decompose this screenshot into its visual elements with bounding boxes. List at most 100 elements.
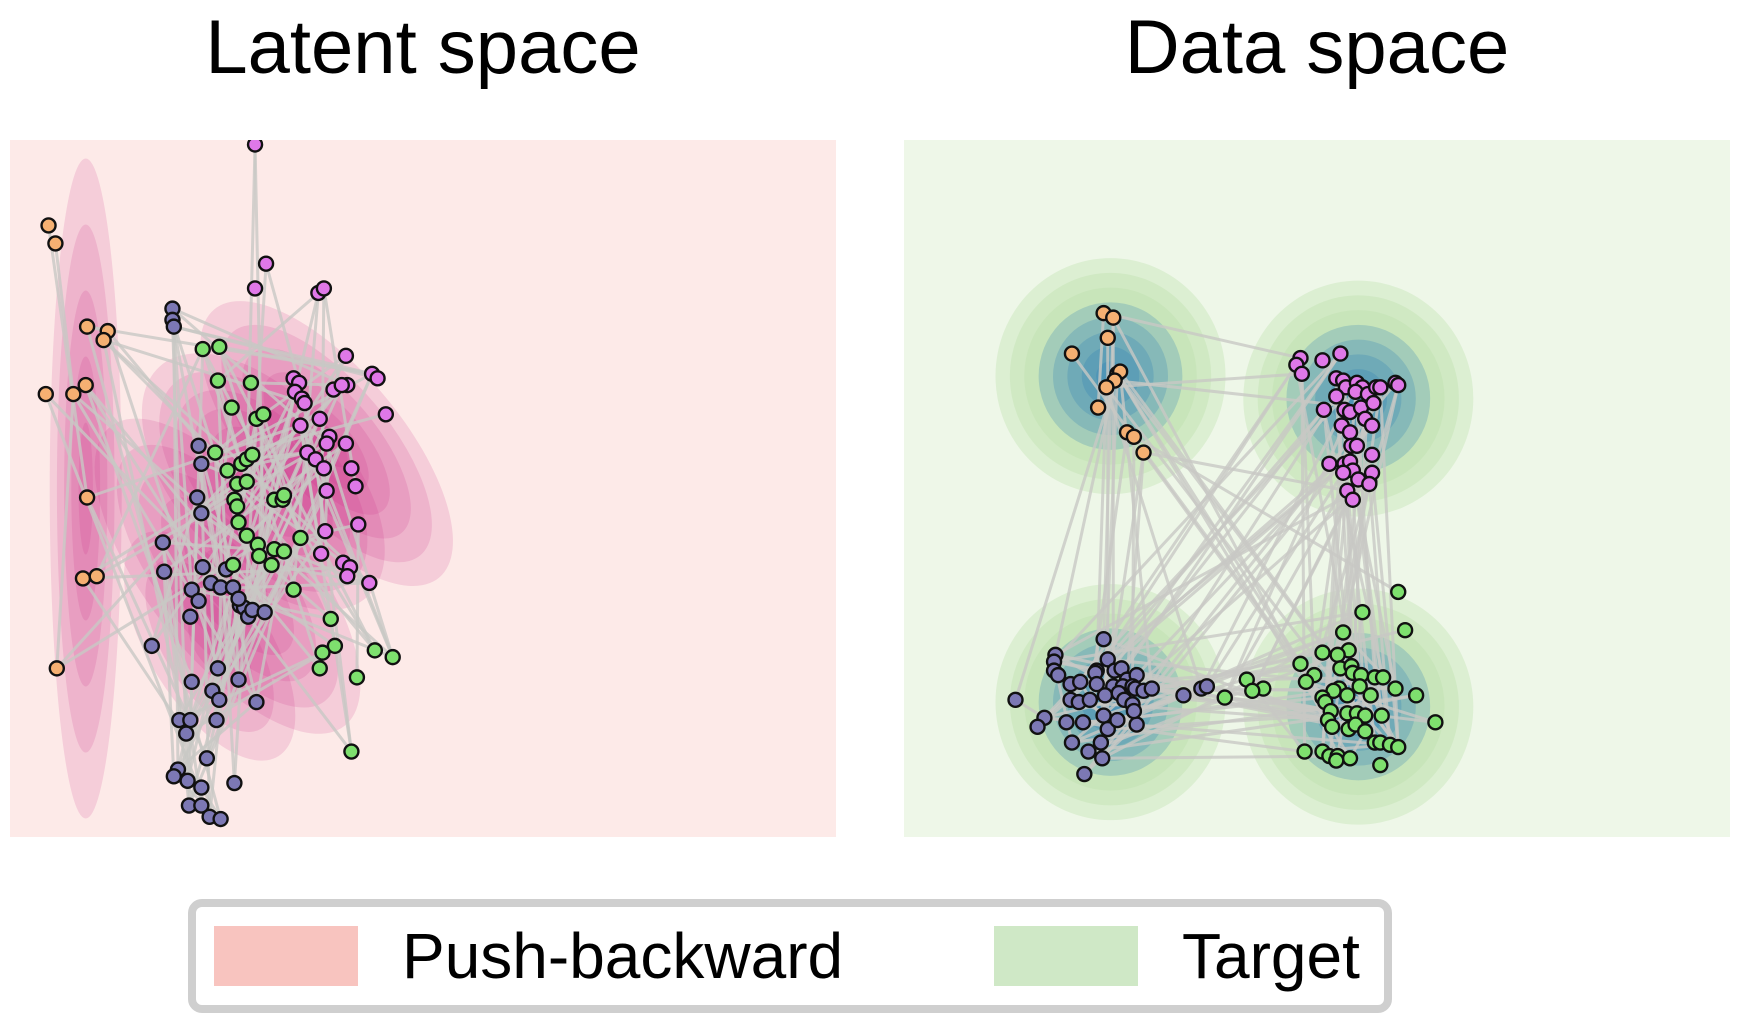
scatter-point-purple (194, 558, 211, 576)
scatter-point-green (244, 446, 261, 463)
scatter-point-green (1390, 583, 1407, 601)
scatter-point-violet (296, 394, 313, 412)
scatter-point-green (275, 543, 293, 560)
scatter-point-green (1387, 680, 1404, 697)
link-line (263, 373, 374, 613)
scatter-point-purple (1198, 678, 1216, 695)
scatter-point-green (314, 644, 331, 661)
scatter-point-violet (1363, 446, 1381, 463)
link-line (84, 384, 194, 683)
latent-series-violet (246, 140, 395, 592)
scatter-point-violet (343, 460, 360, 477)
scatter-point-purple (1007, 691, 1024, 709)
scatter-point-orange (95, 331, 112, 349)
scatter-point-green (223, 399, 240, 416)
scatter-point-green (209, 372, 227, 389)
scatter-point-green (1354, 603, 1371, 621)
link-line (47, 225, 89, 498)
scatter-point-green (275, 487, 293, 504)
scatter-point-violet (1321, 455, 1338, 472)
link-line (106, 330, 220, 669)
scatter-point-green (255, 406, 272, 423)
link-line (82, 482, 238, 580)
scatter-point-violet (1332, 345, 1349, 362)
scatter-point-violet (350, 516, 367, 533)
link-line (171, 319, 267, 613)
scatter-point-green (1390, 738, 1407, 756)
scatter-point-violet (369, 370, 386, 387)
scatter-point-green (1323, 718, 1341, 736)
scatter-point-purple (1125, 702, 1143, 720)
scatter-point-purple (1063, 734, 1081, 751)
link-line (281, 355, 348, 501)
link-line (213, 452, 236, 784)
link-line (171, 307, 348, 387)
scatter-point-purple (178, 725, 195, 742)
scatter-point-green (1297, 673, 1315, 691)
scatter-point-green (1372, 756, 1389, 774)
scatter-point-purple (211, 691, 228, 709)
link-line (162, 571, 176, 777)
scatter-point-green (194, 340, 211, 358)
scatter-point-purple (183, 673, 200, 691)
scatter-point-violet (1363, 417, 1381, 434)
link-line (1101, 424, 1374, 760)
scatter-point-purple (248, 693, 265, 711)
link-line (1112, 352, 1342, 688)
link-line (85, 326, 223, 820)
data-series-violet (1288, 345, 1407, 508)
scatter-point-purple (193, 779, 210, 796)
scatter-point-violet (312, 545, 330, 562)
scatter-point-violet (311, 410, 328, 427)
link-line (1370, 472, 1400, 748)
scatter-point-green (366, 642, 384, 659)
scatter-point-violet (1361, 475, 1378, 493)
scatter-point-purple (1029, 718, 1046, 736)
scatter-point-purple (209, 660, 227, 677)
link-line (95, 442, 328, 578)
link-line (1096, 313, 1106, 408)
link-line (1131, 436, 1136, 687)
data-space-title: Data space (1124, 5, 1510, 90)
scatter-point-purple (1072, 673, 1089, 691)
scatter-point-green (224, 556, 242, 574)
scatter-point-green (228, 498, 246, 515)
link-line (1083, 723, 1138, 776)
link-line (55, 393, 75, 669)
scatter-point-orange (1099, 329, 1116, 347)
scatter-point-violet (1334, 464, 1352, 481)
scatter-point-orange (1135, 444, 1152, 461)
scatter-point-purple (182, 608, 199, 625)
scatter-point-violet (333, 376, 350, 394)
scatter-point-green (238, 473, 255, 490)
scatter-point-violet (337, 435, 355, 452)
scatter-point-orange (1089, 399, 1107, 416)
link-line (1106, 372, 1302, 389)
scatter-point-violet (1390, 376, 1407, 394)
link-line (184, 530, 327, 735)
scatter-point-purple (143, 637, 160, 655)
latent-space-plot (10, 140, 836, 837)
scatter-point-green (1407, 687, 1425, 704)
scatter-point-purple (198, 750, 216, 767)
scatter-point-purple (1080, 743, 1097, 760)
scatter-point-green (285, 581, 302, 598)
data-space-svg (995, 258, 1474, 825)
link-line (1116, 372, 1400, 748)
link-line (246, 615, 353, 753)
link-line (217, 346, 322, 669)
latent-space-svg (37, 140, 453, 828)
scatter-point-green (230, 514, 247, 531)
scatter-point-green (1374, 669, 1392, 686)
scatter-point-purple (165, 768, 183, 785)
link-line (205, 292, 320, 759)
scatter-point-green (1356, 707, 1374, 724)
scatter-point-green (311, 660, 328, 677)
scatter-point-purple (1099, 720, 1116, 738)
scatter-point-orange (1098, 379, 1115, 396)
scatter-point-purple (154, 534, 172, 551)
link-line (245, 144, 257, 482)
scatter-point-orange (48, 660, 66, 677)
link-line (220, 586, 394, 659)
link-line (1088, 352, 1342, 701)
